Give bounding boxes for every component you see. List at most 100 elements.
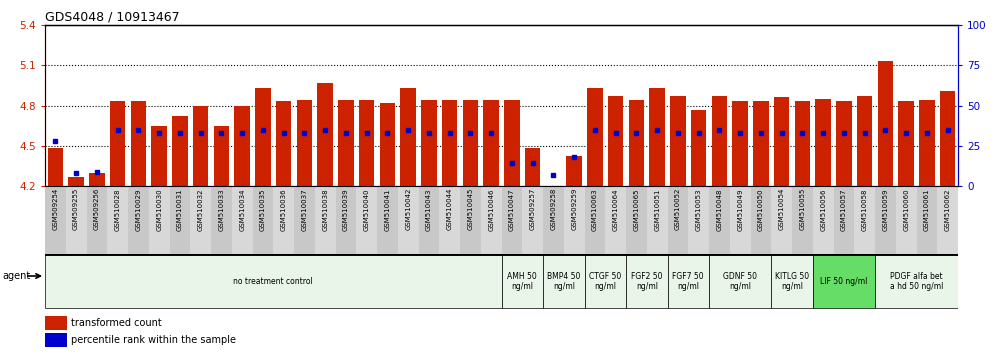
Bar xyxy=(816,99,831,186)
Text: GSM510031: GSM510031 xyxy=(177,188,183,231)
Text: GSM510043: GSM510043 xyxy=(426,188,432,230)
Bar xyxy=(875,255,958,308)
Text: percentile rank within the sample: percentile rank within the sample xyxy=(71,335,236,345)
Text: GSM510029: GSM510029 xyxy=(135,188,141,230)
Text: LIF 50 ng/ml: LIF 50 ng/ml xyxy=(820,277,868,286)
Bar xyxy=(193,105,208,186)
Text: GSM510036: GSM510036 xyxy=(281,188,287,231)
Text: GSM510039: GSM510039 xyxy=(343,188,349,231)
Text: GSM510057: GSM510057 xyxy=(841,188,847,230)
Bar xyxy=(502,186,522,254)
Bar xyxy=(585,186,606,254)
Bar xyxy=(771,255,813,308)
Bar xyxy=(253,186,273,254)
Bar xyxy=(151,126,167,186)
Bar xyxy=(628,100,644,186)
Text: GSM510064: GSM510064 xyxy=(613,188,619,230)
Bar xyxy=(213,126,229,186)
Text: BMP4 50
ng/ml: BMP4 50 ng/ml xyxy=(547,272,581,291)
Text: GSM510049: GSM510049 xyxy=(737,188,743,230)
Bar xyxy=(45,186,66,254)
Text: agent: agent xyxy=(2,271,30,281)
Bar xyxy=(89,173,105,186)
Bar xyxy=(418,186,439,254)
Text: GSM510040: GSM510040 xyxy=(364,188,370,230)
Text: GSM510063: GSM510063 xyxy=(592,188,598,231)
Bar xyxy=(608,96,623,186)
Text: GSM510033: GSM510033 xyxy=(218,188,224,231)
Text: GSM510053: GSM510053 xyxy=(695,188,701,230)
Bar xyxy=(273,186,294,254)
Bar xyxy=(711,96,727,186)
Text: GSM510056: GSM510056 xyxy=(820,188,826,230)
Bar xyxy=(522,186,543,254)
Bar xyxy=(670,96,685,186)
Bar xyxy=(543,255,585,308)
Bar xyxy=(667,255,709,308)
Bar xyxy=(916,186,937,254)
Bar xyxy=(543,186,564,254)
Bar xyxy=(462,100,478,186)
Bar xyxy=(857,96,872,186)
Bar xyxy=(66,186,87,254)
Text: GSM510060: GSM510060 xyxy=(903,188,909,231)
Bar xyxy=(646,186,667,254)
Bar xyxy=(442,100,457,186)
Bar xyxy=(400,88,416,186)
Bar xyxy=(297,100,312,186)
Text: GSM510037: GSM510037 xyxy=(302,188,308,231)
Bar xyxy=(397,186,418,254)
Bar xyxy=(753,102,769,186)
Bar xyxy=(172,116,187,186)
Bar xyxy=(877,61,893,186)
Text: GDS4048 / 10913467: GDS4048 / 10913467 xyxy=(45,11,179,24)
Text: GSM510054: GSM510054 xyxy=(779,188,785,230)
Bar xyxy=(606,186,626,254)
Text: CTGF 50
ng/ml: CTGF 50 ng/ml xyxy=(589,272,622,291)
Bar xyxy=(169,186,190,254)
Text: GSM510058: GSM510058 xyxy=(862,188,868,230)
Bar xyxy=(585,255,626,308)
Bar xyxy=(795,102,810,186)
Bar xyxy=(87,186,108,254)
Bar xyxy=(255,88,271,186)
Bar xyxy=(336,186,357,254)
Text: GSM510042: GSM510042 xyxy=(405,188,411,230)
Text: PDGF alfa bet
a hd 50 ng/ml: PDGF alfa bet a hd 50 ng/ml xyxy=(889,272,943,291)
Text: GSM510050: GSM510050 xyxy=(758,188,764,230)
Bar xyxy=(751,186,771,254)
Bar xyxy=(875,186,895,254)
Bar xyxy=(691,109,706,186)
Bar xyxy=(45,255,502,308)
Bar xyxy=(359,100,374,186)
Bar xyxy=(481,186,502,254)
Text: GSM510044: GSM510044 xyxy=(446,188,452,230)
Bar xyxy=(148,186,169,254)
Bar xyxy=(69,177,84,186)
Text: GSM510052: GSM510052 xyxy=(675,188,681,230)
Bar xyxy=(898,102,914,186)
Bar xyxy=(730,186,751,254)
Bar xyxy=(792,186,813,254)
Text: GSM510034: GSM510034 xyxy=(239,188,245,230)
Bar xyxy=(502,255,543,308)
Bar xyxy=(855,186,875,254)
Text: GSM510059: GSM510059 xyxy=(882,188,888,230)
Bar xyxy=(732,102,748,186)
Text: transformed count: transformed count xyxy=(71,318,161,328)
Bar xyxy=(836,102,852,186)
Text: GSM510048: GSM510048 xyxy=(716,188,722,230)
Bar xyxy=(626,255,667,308)
Text: GSM510047: GSM510047 xyxy=(509,188,515,230)
Bar xyxy=(379,103,395,186)
Text: GDNF 50
ng/ml: GDNF 50 ng/ml xyxy=(723,272,757,291)
Text: GSM509254: GSM509254 xyxy=(53,188,59,230)
Text: GSM510062: GSM510062 xyxy=(944,188,950,230)
Text: GSM509255: GSM509255 xyxy=(73,188,79,230)
Bar xyxy=(338,100,354,186)
Text: GSM510032: GSM510032 xyxy=(197,188,203,230)
Bar xyxy=(234,105,250,186)
Text: GSM509257: GSM509257 xyxy=(530,188,536,230)
Bar xyxy=(45,333,67,347)
Bar xyxy=(504,100,520,186)
